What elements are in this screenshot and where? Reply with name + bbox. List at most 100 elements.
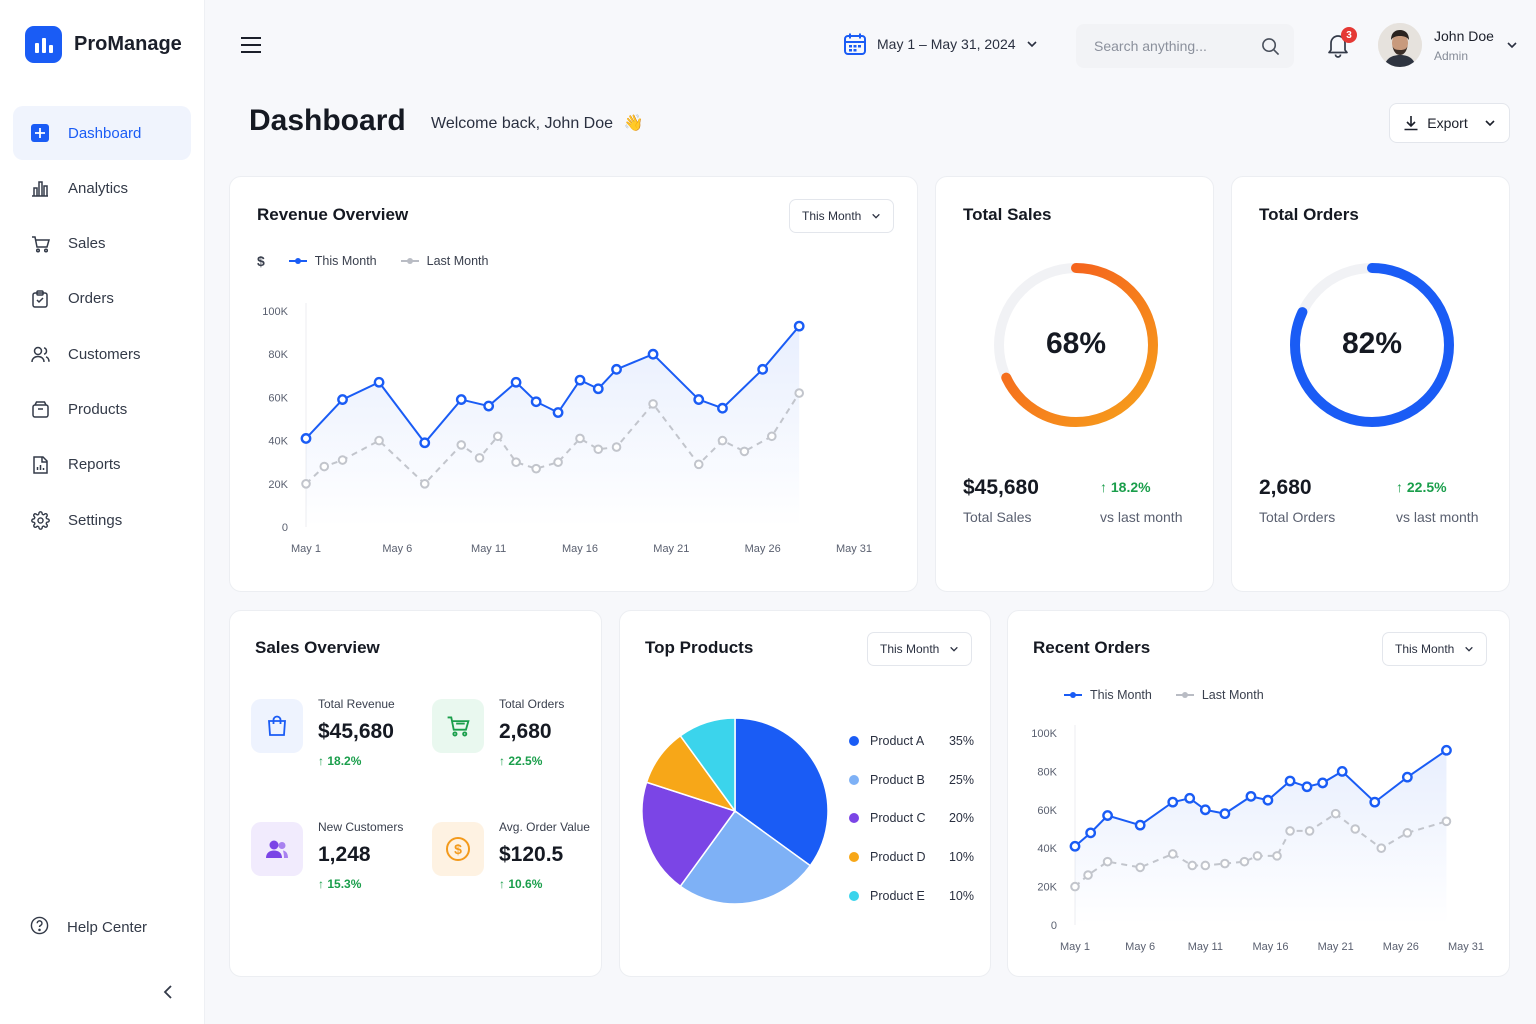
sidebar-item-sales[interactable]: Sales (13, 217, 191, 271)
recent-orders-title: Recent Orders (1033, 638, 1151, 657)
this-month-line (305, 325, 800, 445)
last-month-point (1167, 849, 1178, 859)
sidebar-item-label: Reports (68, 456, 121, 474)
total-orders-delta: ↑ 22.5% (1396, 479, 1447, 495)
clipboard-icon (30, 289, 50, 309)
sidebar-item-label: Dashboard (68, 124, 142, 142)
sidebar-item-customers[interactable]: Customers (13, 327, 191, 381)
chevron-down-icon (872, 213, 881, 219)
this-month-point (1069, 840, 1081, 852)
sidebar-item-products[interactable]: Products (13, 382, 191, 436)
app-name: ProManage (74, 33, 182, 55)
last-month-point (337, 455, 348, 465)
legend-name: Product A (870, 734, 925, 749)
sidebar-item-label: Sales (68, 235, 106, 253)
pie-legend-row[interactable]: Product D 10% (849, 838, 974, 877)
gauge-progress-arc (994, 263, 1158, 427)
last-month-point (319, 461, 330, 472)
sidebar-item-analytics[interactable]: Analytics (13, 161, 191, 215)
last-month-point (1200, 860, 1211, 871)
sidebar-item-settings[interactable]: Settings (13, 493, 191, 547)
chevron-down-icon (1507, 42, 1517, 49)
last-month-point (1330, 808, 1341, 819)
top-products-period-dropdown[interactable]: This Month (867, 632, 973, 666)
legend-line-marker-icon (400, 258, 419, 264)
this-month-point (552, 407, 564, 418)
date-range-picker[interactable]: May 1 – May 31, 2024 (843, 32, 1038, 56)
total-orders-percent: 82% (1342, 327, 1403, 360)
last-month-point (693, 459, 704, 470)
delta-value: 10.6% (508, 877, 543, 891)
menu-toggle-button[interactable] (240, 35, 262, 55)
export-button[interactable]: Export (1389, 103, 1510, 143)
logo-mark-icon (25, 26, 62, 63)
sidebar-item-dashboard[interactable]: Dashboard (13, 106, 191, 160)
collapse-sidebar-button[interactable] (158, 982, 178, 1002)
pie-legend-row[interactable]: Product E 10% (849, 876, 974, 915)
sidebar-item-label: Settings (68, 511, 123, 529)
this-month-point (1441, 744, 1452, 756)
legend-label: This Month (314, 254, 377, 268)
total-orders-label: Total Orders (1259, 509, 1336, 525)
dollar-coin-icon: $ (432, 822, 484, 876)
x-tick-label: May 26 (745, 543, 781, 555)
y-tick-label: 100K (1031, 728, 1057, 740)
chevron-down-icon (1465, 646, 1474, 652)
x-tick-label: May 6 (1125, 941, 1155, 953)
legend-this-month[interactable]: This Month (288, 254, 377, 268)
sidebar-item-reports[interactable]: Reports (13, 438, 191, 492)
top-products-legend: Product A 35% Product B 25% Product C 20% P… (849, 722, 974, 915)
pie-legend-row[interactable]: Product A 35% (849, 722, 974, 761)
last-month-point (1239, 856, 1250, 867)
dropdown-value: This Month (1395, 642, 1455, 656)
recent-orders-period-dropdown[interactable]: This Month (1382, 632, 1488, 666)
app-logo[interactable]: ProManage (25, 26, 182, 63)
box-icon (30, 399, 50, 419)
search-icon[interactable] (1261, 37, 1280, 56)
last-month-point (1441, 816, 1452, 827)
welcome-text: Welcome back, John Doe (431, 115, 614, 132)
last-month-point (1070, 881, 1080, 892)
this-month-point (1167, 796, 1179, 808)
help-center-link[interactable]: Help Center (30, 916, 147, 939)
sidebar-item-orders[interactable]: Orders (13, 272, 191, 326)
legend-percent: 10% (948, 850, 974, 865)
last-month-point (374, 435, 384, 446)
sales-overview-card: Sales Overview Total Revenue $45,680 ↑ 1… (229, 610, 602, 977)
this-month-point (483, 400, 495, 412)
pie-legend-row[interactable]: Product C 20% (849, 799, 974, 838)
recent-orders-card: Recent Orders This Month This Month Last… (1007, 610, 1510, 977)
this-month-point (300, 433, 312, 444)
revenue-period-dropdown[interactable]: This Month (789, 199, 895, 233)
last-month-point (739, 446, 750, 457)
x-tick-label: May 1 (1060, 941, 1090, 953)
total-sales-title: Total Sales (963, 205, 1052, 224)
this-month-point (1102, 810, 1113, 821)
pie-legend-row[interactable]: Product B 25% (849, 761, 974, 800)
search-input[interactable] (1094, 38, 1254, 54)
top-products-card: Top Products This Month (619, 610, 991, 977)
legend-last-month[interactable]: Last Month (1175, 688, 1264, 702)
gear-icon (30, 510, 50, 530)
this-month-point (1134, 819, 1146, 831)
this-month-point (611, 363, 622, 375)
user-role: Admin (1434, 48, 1469, 63)
y-tick-label: 80K (1037, 766, 1057, 778)
help-circle-icon (30, 916, 49, 939)
this-month-point (647, 348, 659, 360)
total-sales-card: Total Sales 68% $45,680 Total Sales ↑ 18… (935, 176, 1214, 592)
x-tick-label: May 31 (836, 543, 872, 555)
sidebar-item-label: Customers (68, 345, 141, 363)
stat-value: $45,680 (318, 720, 394, 743)
legend-this-month[interactable]: This Month (1064, 688, 1152, 702)
user-menu[interactable]: John Doe Admin (1378, 23, 1518, 67)
gauge-progress-arc (1290, 263, 1454, 427)
cart-icon (30, 234, 50, 254)
stat-value: 1,248 (318, 843, 371, 866)
this-month-point (793, 320, 805, 332)
y-tick-label: 40K (268, 436, 288, 448)
legend-label: Last Month (426, 254, 489, 268)
legend-last-month[interactable]: Last Month (400, 254, 489, 268)
y-tick-label: 60K (268, 392, 288, 404)
total-sales-delta-label: vs last month (1100, 509, 1183, 525)
